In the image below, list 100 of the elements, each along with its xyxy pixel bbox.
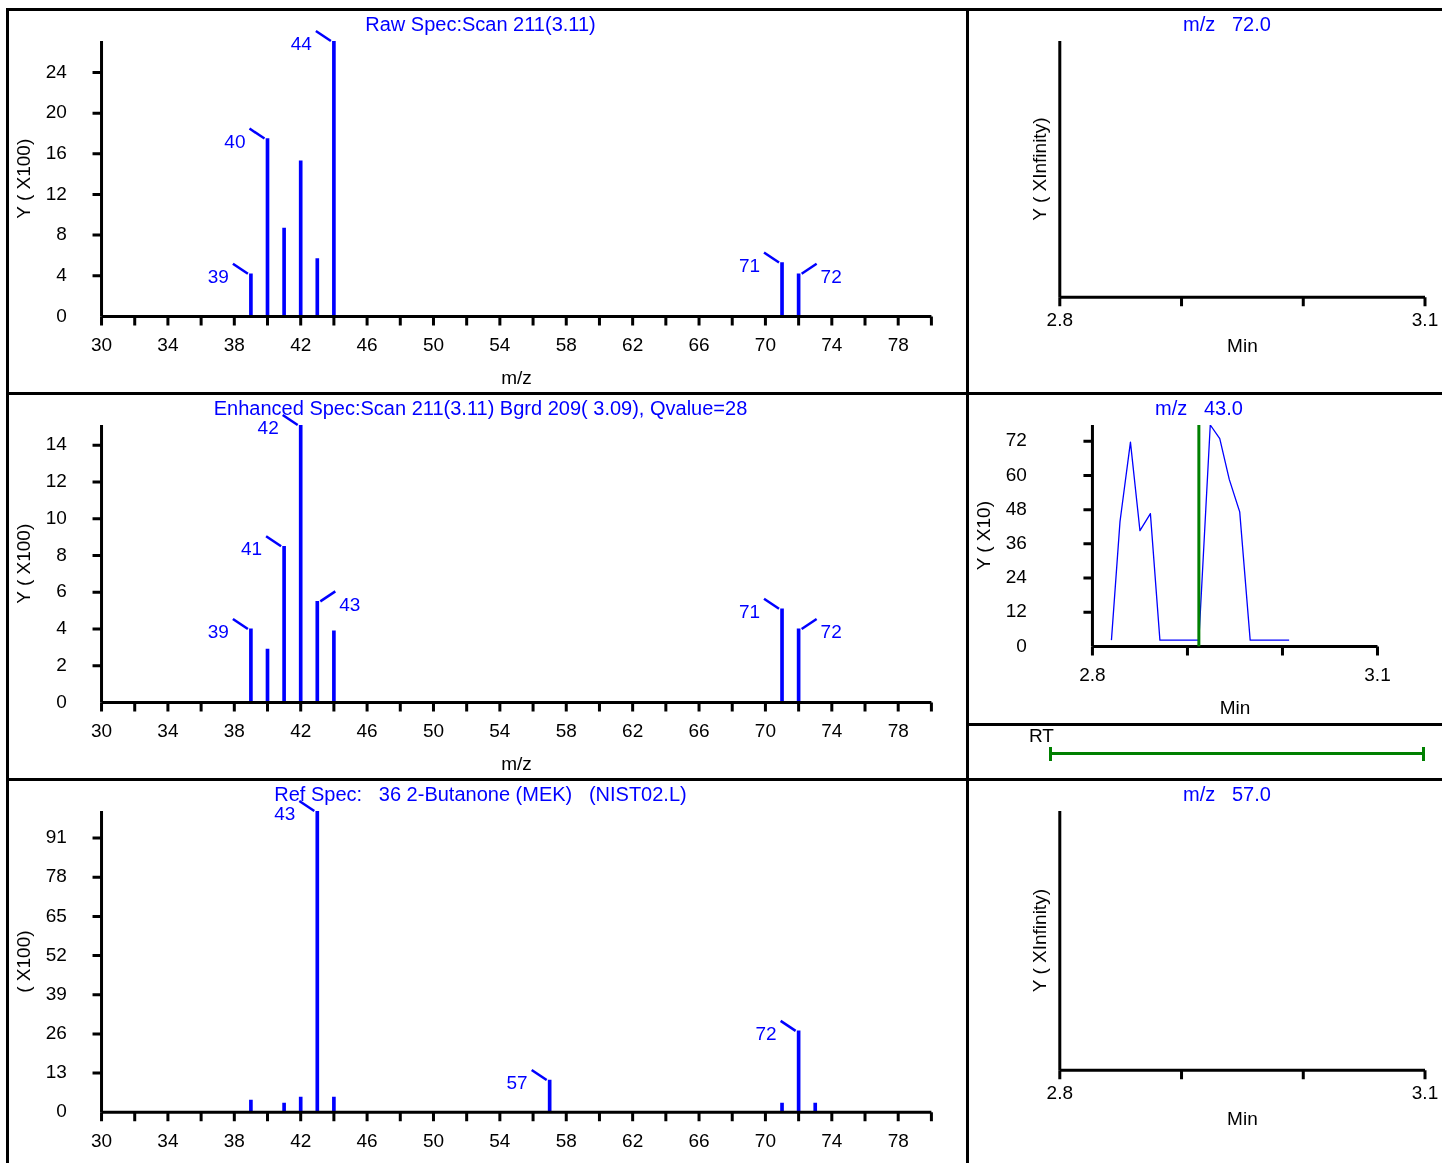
bar [332, 630, 336, 703]
y-tick-label: 12 [45, 470, 67, 492]
y-axis-title: Y ( X100) [12, 138, 34, 219]
chart-title: Raw Spec:Scan 211(3.11) [365, 12, 596, 35]
y-tick-label: 14 [45, 433, 68, 455]
chart-title: m/z 43.0 [1155, 396, 1243, 419]
x-tick-label: 66 [688, 720, 710, 742]
annotation: 72 [820, 621, 842, 643]
annotation: 71 [738, 254, 761, 276]
y-tick-label: 26 [45, 1022, 67, 1044]
x-tick-label: 34 [157, 334, 179, 356]
annotation: 43 [339, 593, 361, 615]
x-axis-title: Min [1219, 696, 1251, 718]
y-tick-label: 0 [56, 304, 67, 326]
text: RT [1028, 725, 1054, 746]
x-tick-label: 30 [90, 1129, 113, 1151]
y-tick-label: 78 [45, 865, 67, 887]
bar [332, 1096, 336, 1113]
x-tick-label: 50 [422, 1129, 445, 1151]
y-axis-title: Y ( X10) [972, 501, 994, 571]
x-tick-label: 50 [422, 334, 445, 356]
x-tick-label: 78 [887, 334, 909, 356]
x-axis-title: m/z [501, 366, 532, 388]
y-tick-label: 2 [56, 653, 67, 675]
x-tick-label: 70 [754, 720, 776, 742]
y-tick-label: 0 [56, 690, 67, 712]
x-tick-label: 46 [356, 334, 378, 356]
text: Min [1227, 1107, 1258, 1129]
chart-title: Enhanced Spec:Scan 211(3.11) Bgrd 209( 3.09), Qvalue=28 [213, 396, 748, 419]
bar [813, 1102, 818, 1113]
y-tick-label: 4 [56, 617, 68, 639]
chart-title: Ref Spec: 36 2-Butanone (MEK) (NIST02.L) [274, 782, 687, 805]
y-tick-label: 4 [56, 263, 68, 285]
annotation: 57 [506, 1072, 528, 1094]
x-tick-label: 66 [688, 334, 710, 356]
y-axis-title: Y ( X100) [12, 523, 34, 604]
bar [249, 1099, 253, 1113]
y-tick-label: 36 [1005, 532, 1027, 554]
annotation: 40 [224, 130, 246, 152]
x-tick-label: 70 [754, 334, 776, 356]
y-tick-label: 8 [56, 223, 67, 245]
annotation: 72 [820, 265, 842, 287]
x-tick-label: 54 [489, 334, 511, 356]
y-tick-label: 6 [56, 580, 67, 602]
x-tick-label: 54 [489, 1129, 511, 1151]
x-tick-label: 74 [821, 334, 843, 356]
y-tick-label: 24 [45, 60, 68, 82]
x-tick-label: 46 [356, 720, 378, 742]
x-tick-label: 62 [622, 334, 644, 356]
y-tick-label: 13 [45, 1061, 67, 1083]
y-tick-label: 39 [45, 982, 67, 1004]
x-tick-label: 42 [290, 720, 312, 742]
y-tick-label: 20 [45, 101, 67, 123]
text: 3.1 [1411, 1081, 1439, 1103]
annotation: 39 [207, 265, 229, 287]
x-tick-label: 42 [290, 1129, 312, 1151]
text: 3.1 [1411, 308, 1439, 330]
y-tick-label: 0 [56, 1100, 67, 1122]
x-tick-label: 62 [622, 720, 644, 742]
x-tick-label: 30 [90, 720, 113, 742]
y-tick-label: 16 [45, 142, 67, 164]
x-tick-label: 30 [90, 334, 113, 356]
x-axis-title: m/z [501, 752, 532, 774]
y-tick-label: 8 [56, 543, 67, 565]
bar [282, 1102, 286, 1113]
x-tick-label: 66 [688, 1129, 710, 1151]
text: m/z 72.0 [1183, 12, 1271, 35]
annotation: 71 [738, 600, 761, 622]
annotation: 39 [207, 621, 229, 643]
x-tick-label: 74 [821, 1129, 843, 1151]
y-tick-label: 10 [45, 506, 67, 528]
x-tick-label: 34 [157, 1129, 179, 1151]
x-tick-label: 70 [754, 1129, 776, 1151]
x-tick-label: 58 [555, 334, 577, 356]
y-tick-label: 52 [45, 943, 67, 965]
bar [315, 258, 320, 317]
x-tick-label: 62 [622, 1129, 644, 1151]
text: Y ( XInfinity) [1028, 117, 1050, 221]
text: Min [1227, 334, 1258, 356]
annotation: 72 [755, 1023, 777, 1045]
x-tick-label: 46 [356, 1129, 378, 1151]
x-tick-label: 50 [422, 720, 445, 742]
annotation: 44 [290, 33, 313, 55]
x-tick-label: 42 [290, 334, 312, 356]
y-tick-label: 0 [1016, 634, 1027, 656]
y-tick-label: 60 [1005, 463, 1027, 485]
x-tick-label: 78 [887, 1129, 909, 1151]
x-tick-label: 38 [223, 334, 245, 356]
y-tick-label: 12 [1005, 600, 1027, 622]
y-tick-label: 24 [1005, 566, 1028, 588]
bar [282, 227, 286, 317]
text: 2.8 [1046, 308, 1074, 330]
y-tick-label: 65 [45, 904, 67, 926]
annotation: 43 [274, 803, 296, 825]
x-tick-label: 34 [157, 720, 179, 742]
x-tick-label: 58 [555, 720, 577, 742]
y-tick-label: 48 [1005, 497, 1027, 519]
bar [298, 1096, 303, 1113]
text: m/z 57.0 [1183, 782, 1271, 805]
bar [298, 425, 303, 703]
